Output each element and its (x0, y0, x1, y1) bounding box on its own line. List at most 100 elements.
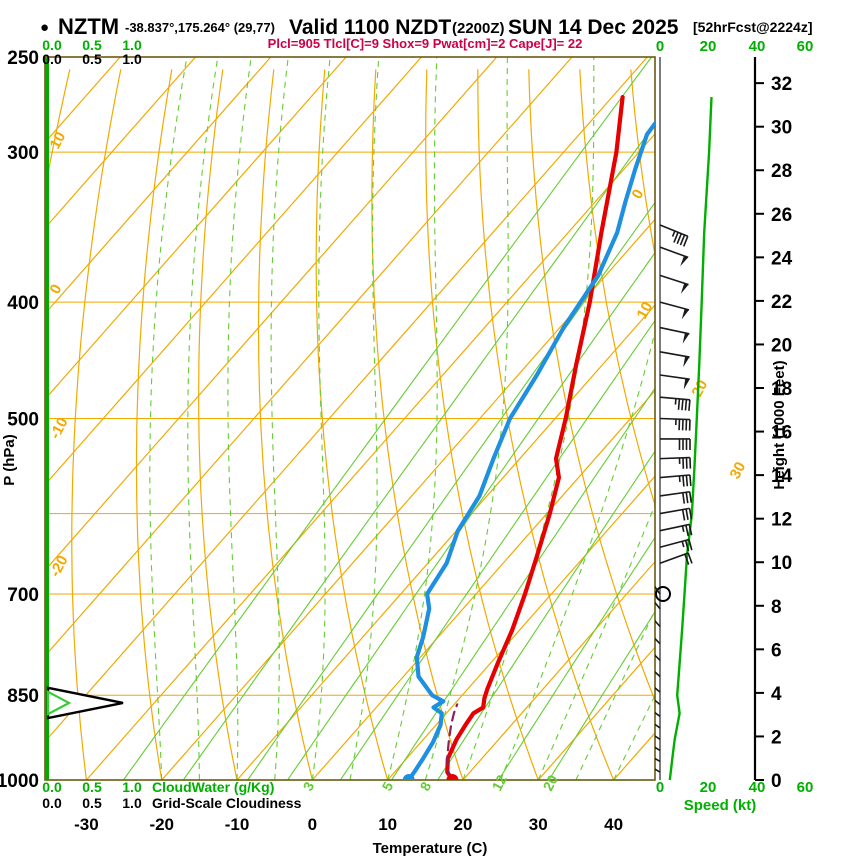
cloudwater-scale-label: CloudWater (g/Kg) (152, 779, 274, 795)
speed-tick-label: 0 (656, 779, 664, 796)
cloudwater-tick-top: 1.0 (122, 37, 142, 53)
wind-barb (659, 326, 690, 344)
pressure-tick-label: 700 (7, 585, 39, 606)
pressure-tick-label: 1000 (0, 771, 39, 792)
wind-barb (659, 374, 690, 390)
temperature-tick-label: 20 (454, 815, 473, 834)
station-coords: -38.837°,175.264° (29,77) (125, 20, 275, 35)
wind-barb (655, 723, 661, 729)
cloudiness-tick-bottom: 1.0 (122, 795, 142, 811)
surface-dewpoint (402, 774, 415, 780)
dry-adiabat-label: 10 (47, 129, 70, 152)
wind-barb (659, 274, 689, 294)
height-tick-label: 24 (771, 248, 793, 269)
wind-barb (659, 538, 693, 552)
wind-barb (655, 601, 661, 610)
pressure-axis-label: P (hPa) (1, 434, 18, 485)
isobar-lines (45, 57, 655, 780)
wind-barbs (655, 224, 693, 773)
height-tick-label: 6 (771, 640, 782, 661)
mixing-ratio-label: 5 (379, 779, 397, 794)
temperature-tick-label: 0 (308, 815, 317, 834)
valid-date: SUN 14 Dec 2025 (508, 16, 679, 39)
speed-tick-label: 40 (749, 38, 766, 55)
height-tick-label: 22 (771, 292, 792, 313)
dry-adiabat-lines (45, 69, 655, 780)
temperature-tick-label: 30 (529, 815, 548, 834)
cloudwater-tick-bottom: 0.0 (42, 779, 62, 795)
cloudiness-wedge (46, 686, 124, 720)
wind-barb (655, 619, 661, 628)
wind-barb (655, 735, 661, 741)
height-tick-label: 10 (771, 553, 792, 574)
header: ● NZTM -38.837°,175.264° (29,77) Valid 1100… (40, 14, 812, 51)
mixing-ratio-label: 3 (300, 779, 318, 794)
pressure-tick-label: 400 (7, 293, 39, 314)
freezing-level-marker (655, 585, 671, 602)
mixing-ratio-label: 20 (540, 772, 562, 793)
wind-barb (659, 474, 692, 487)
speed-tick-label: 60 (797, 38, 814, 55)
height-tick-label: 26 (771, 205, 792, 226)
temperature-tick-label: -20 (149, 815, 174, 834)
pressure-tick-label: 500 (7, 410, 39, 431)
height-tick-label: 30 (771, 118, 792, 139)
height-tick-label: 28 (771, 161, 792, 182)
profile-dewpoint (406, 120, 655, 780)
height-tick-label: 0 (771, 771, 782, 792)
speed-axis-label: Speed (kt) (684, 797, 757, 814)
height-tick-label: 8 (771, 597, 782, 618)
height-tick-label: 18 (771, 379, 792, 400)
height-tick-label: 2 (771, 727, 782, 748)
cloudwater-tick-bottom: 0.5 (82, 779, 102, 795)
height-tick-label: 14 (771, 466, 793, 487)
cloudiness-tick-top: 0.0 (42, 51, 62, 67)
wind-barb (659, 507, 693, 521)
mixing-ratio-label: 12 (489, 772, 511, 793)
sounding-parameters: Plcl=905 Tlcl[C]=9 Shox=9 Pwat[cm]=2 Cap… (268, 36, 583, 51)
cloudwater-tick-top: 0.5 (82, 37, 102, 53)
station-name: NZTM (58, 14, 119, 39)
speed-tick-label: 0 (656, 38, 664, 55)
forecast-info: [52hrFcst@2224z] (693, 19, 812, 35)
wind-barb (659, 490, 693, 504)
wind-barb (659, 523, 693, 537)
profile-curves (402, 95, 655, 780)
cloudiness-tick-top: 1.0 (122, 51, 142, 67)
pressure-tick-label: 250 (7, 48, 39, 69)
temperature-axis-label: Temperature (C) (373, 840, 488, 857)
cloudiness-tick-top: 0.5 (82, 51, 102, 67)
speed-tick-label: 20 (700, 38, 717, 55)
speed-tick-label: 20 (700, 779, 717, 796)
station-marker-icon: ● (40, 19, 49, 36)
wind-barb (659, 351, 690, 368)
wind-barb (659, 396, 691, 411)
speed-tick-label: 40 (749, 779, 766, 796)
cloudiness-tick-bottom: 0.0 (42, 795, 62, 811)
height-tick-label: 32 (771, 74, 792, 95)
temperature-tick-label: -10 (225, 815, 250, 834)
cloudwater-tick-top: 0.0 (42, 37, 62, 53)
dry-adiabat-label: 10 (634, 299, 657, 322)
height-tick-label: 12 (771, 510, 792, 531)
height-tick-label: 4 (771, 684, 782, 705)
cloudiness-scale-label: Grid-Scale Cloudiness (152, 795, 302, 811)
temperature-tick-label: 10 (378, 815, 397, 834)
wind-barb (655, 746, 661, 752)
wind-barb (655, 711, 661, 717)
wind-barb (659, 246, 689, 267)
wind-barb (659, 417, 691, 431)
cloudwater-outline (46, 689, 72, 716)
wind-barb (655, 699, 661, 705)
cloudiness-tick-bottom: 0.5 (82, 795, 102, 811)
plot-frame (44, 56, 656, 781)
temperature-tick-label: -30 (74, 815, 99, 834)
wind-barb (659, 224, 689, 247)
dry-adiabat-label: 20 (689, 377, 712, 400)
dry-adiabat-label: 30 (727, 459, 750, 482)
wind-barb (655, 670, 661, 678)
